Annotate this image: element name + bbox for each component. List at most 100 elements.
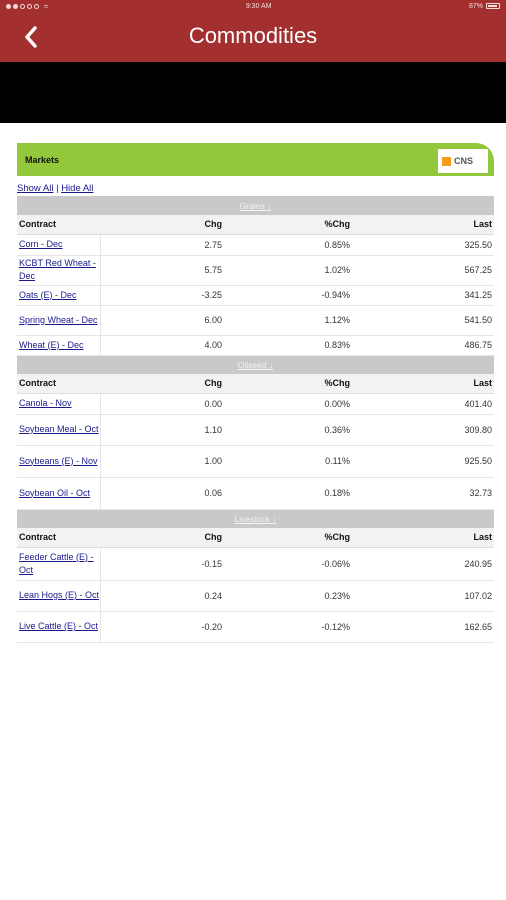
logo-text: CNS [454, 156, 474, 166]
table-header-row: Contract Chg %Chg Last [17, 215, 494, 235]
last-price-cell: 925.50 [352, 445, 494, 478]
percent-change-cell: 0.85% [224, 234, 352, 256]
contract-link[interactable]: Spring Wheat - Dec [19, 314, 98, 325]
last-price-cell: 309.80 [352, 414, 494, 446]
change-cell: 6.00 [100, 305, 224, 336]
contract-link[interactable]: Soybean Oil - Oct [19, 487, 91, 498]
column-header: Last [352, 215, 494, 235]
last-price-cell: 325.50 [352, 234, 494, 256]
section-toggle-row[interactable]: Livestock ↓ [17, 509, 494, 528]
column-header: %Chg [224, 528, 352, 548]
percent-change-cell: 0.11% [224, 445, 352, 478]
banner-area [0, 62, 506, 123]
contract-link[interactable]: KCBT Red Wheat - Dec [19, 258, 96, 281]
change-cell: -0.15 [100, 547, 224, 581]
section-toggle[interactable]: Livestock ↓ [17, 509, 494, 528]
status-time: 9:30 AM [245, 2, 272, 10]
change-cell: -3.25 [100, 285, 224, 306]
contract-cell: Feeder Cattle (E) - Oct [17, 547, 101, 581]
change-cell: 0.00 [100, 393, 224, 415]
column-header: Contract [17, 374, 100, 394]
back-button[interactable] [16, 20, 46, 54]
table-row: Oats (E) - Dec -3.25 -0.94% 341.25 [17, 285, 494, 306]
hide-all-link[interactable]: Hide All [61, 183, 94, 194]
column-header: Chg [100, 215, 224, 235]
contract-cell: Soybean Meal - Oct [17, 414, 101, 446]
column-header: Contract [17, 215, 100, 235]
section-toggle-row[interactable]: Grains ↓ [17, 196, 494, 215]
column-header: Contract [17, 528, 100, 548]
section-toggle-row[interactable]: Oilseed ↓ [17, 355, 494, 374]
change-cell: 5.75 [100, 255, 224, 286]
table-row: Corn - Dec 2.75 0.85% 325.50 [17, 234, 494, 256]
battery-icon [486, 3, 500, 9]
separator: | [56, 183, 59, 194]
cns-logo: CNS [438, 149, 488, 173]
column-header: Chg [100, 374, 224, 394]
contract-cell: Oats (E) - Dec [17, 285, 101, 306]
last-price-cell: 240.95 [352, 547, 494, 581]
column-header: Last [352, 528, 494, 548]
contract-link[interactable]: Soybean Meal - Oct [19, 424, 99, 434]
table-row: Canola - Nov 0.00 0.00% 401.40 [17, 393, 494, 415]
contract-link[interactable]: Oats (E) - Dec [19, 289, 77, 300]
signal-icon: ≈ [6, 2, 48, 11]
percent-change-cell: 0.18% [224, 477, 352, 510]
table-row: Soybean Oil - Oct 0.06 0.18% 32.73 [17, 477, 494, 510]
nav-bar: Commodities [0, 12, 506, 62]
change-cell: 0.24 [100, 580, 224, 612]
percent-change-cell: -0.06% [224, 547, 352, 581]
wifi-icon: ≈ [44, 1, 49, 11]
contract-cell: Soybean Oil - Oct [17, 477, 101, 510]
last-price-cell: 401.40 [352, 393, 494, 415]
table-row: Wheat (E) - Dec 4.00 0.83% 486.75 [17, 335, 494, 356]
percent-change-cell: -0.12% [224, 611, 352, 643]
contract-cell: Corn - Dec [17, 234, 101, 256]
column-header: %Chg [224, 215, 352, 235]
contract-link[interactable]: Lean Hogs (E) - Oct [19, 590, 100, 600]
column-header: Chg [100, 528, 224, 548]
contract-cell: Soybeans (E) - Nov [17, 445, 101, 478]
show-all-link[interactable]: Show All [17, 183, 54, 194]
change-cell: 1.10 [100, 414, 224, 446]
contract-link[interactable]: Feeder Cattle (E) - Oct [19, 551, 94, 575]
table-row: Live Cattle (E) - Oct -0.20 -0.12% 162.65 [17, 611, 494, 643]
contract-cell: Lean Hogs (E) - Oct [17, 580, 101, 612]
percent-change-cell: 1.02% [224, 255, 352, 286]
percent-change-cell: 0.00% [224, 393, 352, 415]
contract-link[interactable]: Canola - Nov [19, 398, 72, 408]
last-price-cell: 32.73 [352, 477, 494, 510]
markets-label: Markets [25, 154, 60, 165]
markets-table: Grains ↓ Contract Chg %Chg Last Corn - Dec 2.7… [17, 196, 494, 643]
contract-cell: Wheat (E) - Dec [17, 335, 101, 356]
contract-link[interactable]: Corn - Dec [19, 239, 63, 249]
table-row: Soybeans (E) - Nov 1.00 0.11% 925.50 [17, 445, 494, 478]
change-cell: 1.00 [100, 445, 224, 478]
contract-cell: Canola - Nov [17, 393, 101, 415]
contract-cell: Spring Wheat - Dec [17, 305, 101, 336]
change-cell: -0.20 [100, 611, 224, 643]
contract-link[interactable]: Soybeans (E) - Nov [19, 455, 98, 466]
battery-percent: 87% [468, 2, 483, 10]
last-price-cell: 541.50 [352, 305, 494, 336]
section-toggle[interactable]: Grains ↓ [17, 196, 494, 215]
percent-change-cell: 0.36% [224, 414, 352, 446]
chevron-left-icon [25, 26, 37, 48]
contract-cell: Live Cattle (E) - Oct [17, 611, 101, 643]
table-header-row: Contract Chg %Chg Last [17, 374, 494, 394]
logo-mark-icon [442, 156, 451, 166]
last-price-cell: 567.25 [352, 255, 494, 286]
page-title: Commodities [188, 23, 318, 48]
contract-link[interactable]: Live Cattle (E) - Oct [19, 621, 99, 631]
table-header-row: Contract Chg %Chg Last [17, 528, 494, 548]
table-row: KCBT Red Wheat - Dec 5.75 1.02% 567.25 [17, 255, 494, 286]
table-row: Spring Wheat - Dec 6.00 1.12% 541.50 [17, 305, 494, 336]
markets-header: Markets CNS [17, 143, 494, 176]
markets-panel: Markets CNS Show All | Hide All Grains ↓… [17, 143, 494, 643]
status-bar: ≈ 9:30 AM 87% [0, 0, 506, 12]
change-cell: 2.75 [100, 234, 224, 256]
column-header: Last [352, 374, 494, 394]
column-header: %Chg [224, 374, 352, 394]
section-toggle[interactable]: Oilseed ↓ [17, 355, 494, 374]
contract-link[interactable]: Wheat (E) - Dec [19, 339, 84, 350]
